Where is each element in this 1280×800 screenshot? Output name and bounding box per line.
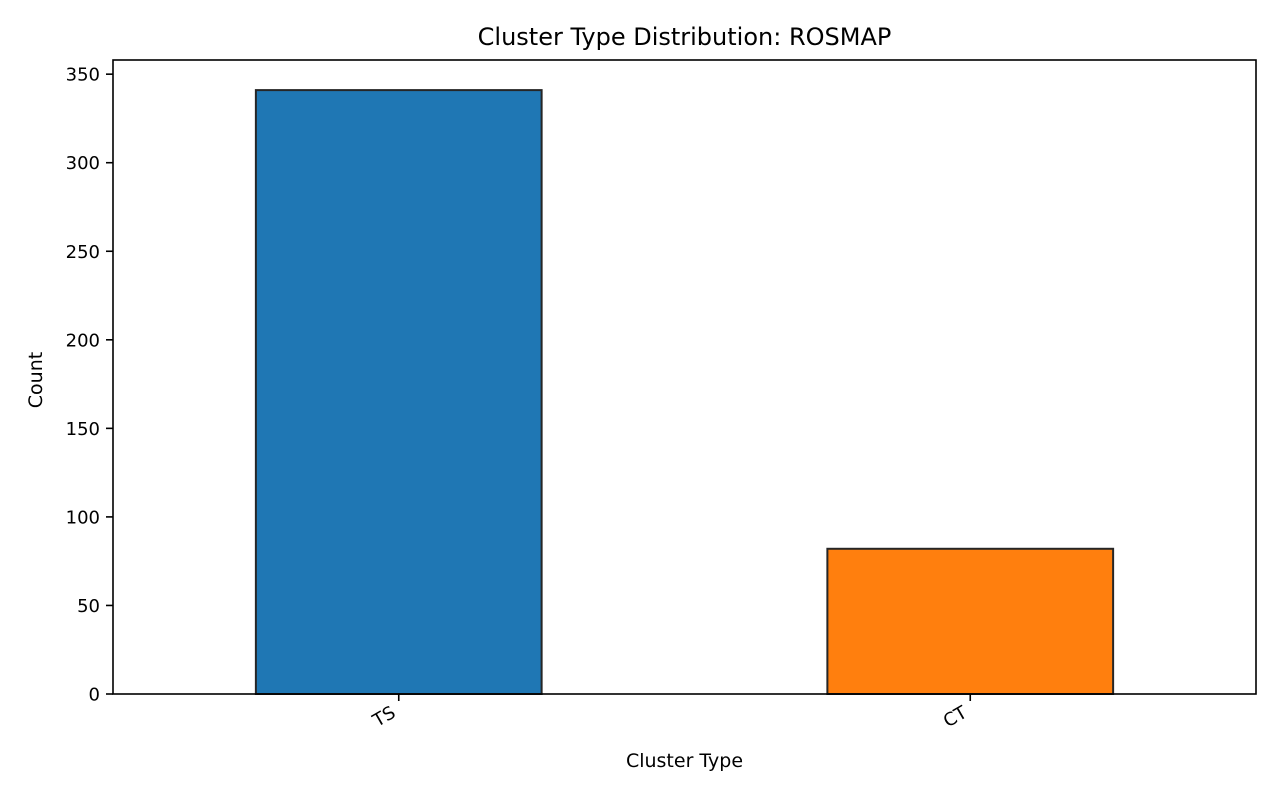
bar-ct bbox=[826, 547, 1115, 695]
chart-title: Cluster Type Distribution: ROSMAP bbox=[478, 23, 892, 51]
y-tick-label: 350 bbox=[66, 65, 100, 86]
bars bbox=[254, 89, 1115, 696]
plot-area-frame bbox=[112, 59, 1257, 695]
y-axis-label: Count bbox=[25, 352, 47, 408]
y-tick-label: 0 bbox=[89, 685, 100, 706]
y-tick-label: 100 bbox=[66, 507, 100, 528]
y-tick-label: 250 bbox=[66, 242, 100, 263]
y-axis-ticks: 0 50 100 150 200 250 300 350 bbox=[66, 65, 113, 706]
y-tick-label: 200 bbox=[66, 330, 100, 351]
y-tick-label: 300 bbox=[66, 153, 100, 174]
x-axis-label: Cluster Type bbox=[626, 750, 743, 772]
bar-ts bbox=[254, 89, 543, 696]
y-tick-label: 150 bbox=[66, 419, 100, 440]
y-tick-label: 50 bbox=[77, 596, 100, 617]
